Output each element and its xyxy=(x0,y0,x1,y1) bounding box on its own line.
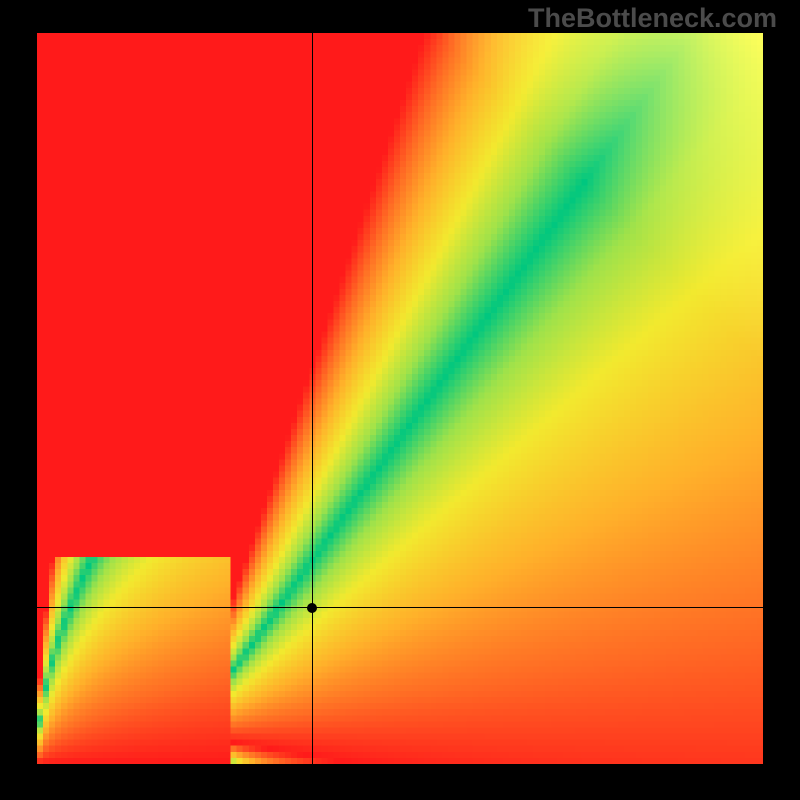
crosshair-vertical xyxy=(312,33,313,764)
crosshair-horizontal xyxy=(37,607,763,608)
bottleneck-heatmap xyxy=(37,33,763,764)
crosshair-marker xyxy=(307,603,317,613)
chart-container: TheBottleneck.com xyxy=(0,0,800,800)
watermark-text: TheBottleneck.com xyxy=(528,3,777,34)
